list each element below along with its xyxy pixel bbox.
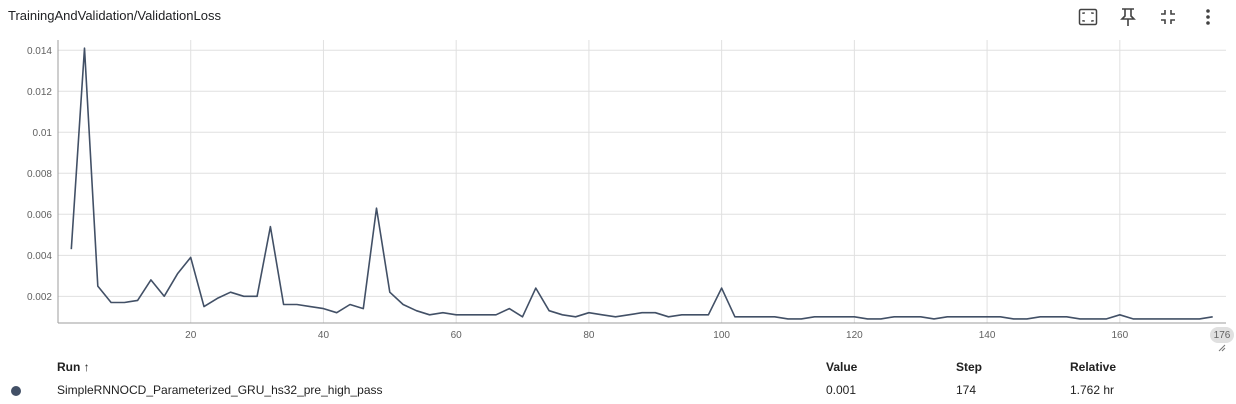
y-tick-label: 0.008: [27, 169, 52, 180]
fit-domain-icon: [1078, 8, 1098, 26]
fit-domain-button[interactable]: [1068, 5, 1108, 29]
y-tick-label: 0.006: [27, 210, 52, 221]
x-tick-label: 20: [185, 330, 197, 341]
y-tick-label: 0.012: [27, 87, 52, 98]
x-edge-label: 176: [1214, 330, 1231, 341]
value-column-header[interactable]: Value: [826, 360, 858, 374]
y-tick-label: 0.004: [27, 251, 52, 262]
x-tick-label: 80: [583, 330, 595, 341]
series-line: [70, 47, 1213, 320]
pin-icon: [1120, 8, 1136, 26]
run-color-dot: [11, 386, 21, 396]
more-vert-icon: [1206, 9, 1210, 25]
chart-title: TrainingAndValidation/ValidationLoss: [8, 8, 221, 23]
x-tick-label: 120: [846, 330, 863, 341]
run-step: 174: [956, 383, 977, 397]
fullscreen-exit-button[interactable]: [1148, 5, 1188, 29]
chart-toolbar: [1068, 5, 1228, 29]
y-tick-label: 0.014: [27, 46, 52, 57]
run-relative: 1.762 hr: [1070, 383, 1115, 397]
y-tick-label: 0.01: [33, 128, 53, 139]
y-tick-label: 0.002: [27, 292, 52, 303]
run-name: SimpleRNNOCD_Parameterized_GRU_hs32_pre_…: [57, 383, 383, 397]
x-tick-label: 60: [451, 330, 463, 341]
x-edge-label-bubble: [1210, 327, 1234, 343]
x-tick-label: 160: [1111, 330, 1128, 341]
x-tick-label: 40: [318, 330, 330, 341]
relative-column-header[interactable]: Relative: [1070, 360, 1117, 374]
line-chart[interactable]: 0.002 0.004 0.006 0.008 0.01 0.012 0.014 20 40 60…: [0, 0, 1236, 356]
pin-button[interactable]: [1108, 5, 1148, 29]
more-button[interactable]: [1188, 5, 1228, 29]
x-tick-label: 100: [713, 330, 730, 341]
run-column-header[interactable]: Run ↑: [57, 360, 90, 374]
x-tick-label: 140: [979, 330, 996, 341]
resize-handle-icon[interactable]: [1216, 342, 1226, 352]
fullscreen-exit-icon: [1161, 10, 1175, 24]
run-value: 0.001: [826, 383, 857, 397]
step-column-header[interactable]: Step: [956, 360, 983, 374]
